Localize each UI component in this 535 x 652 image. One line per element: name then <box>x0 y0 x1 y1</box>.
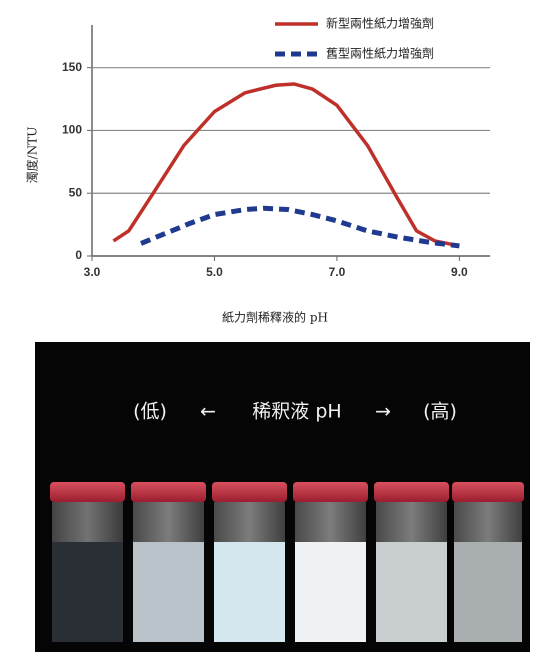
photo-caption: (低) ← 稀釈液 pH → (高) <box>133 401 457 423</box>
caption-text: (高) <box>423 401 457 423</box>
legend-label: 新型兩性紙力增強劑 <box>326 16 434 31</box>
caption-text: ← <box>200 401 216 423</box>
y-tick-label: 50 <box>69 185 83 199</box>
series-line <box>112 82 460 248</box>
caption-text: (低) <box>133 401 167 423</box>
caption-text: → <box>375 401 391 423</box>
y-tick-label: 0 <box>75 248 82 262</box>
x-tick-label: 7.0 <box>329 265 346 279</box>
x-tick-label: 9.0 <box>451 265 468 279</box>
y-tick-label: 100 <box>62 123 82 137</box>
legend-label: 舊型兩性紙力增強劑 <box>326 46 434 61</box>
y-tick-label: 150 <box>62 60 82 74</box>
x-tick-label: 5.0 <box>206 265 223 279</box>
x-axis-label: 紙力劑稀釋液的 pH <box>222 310 328 325</box>
x-tick-label: 3.0 <box>84 265 101 279</box>
jars <box>50 482 524 642</box>
y-axis-label: 濁度/NTU <box>25 127 40 184</box>
series-line <box>140 205 460 249</box>
caption-text: 稀釈液 pH <box>252 401 341 423</box>
